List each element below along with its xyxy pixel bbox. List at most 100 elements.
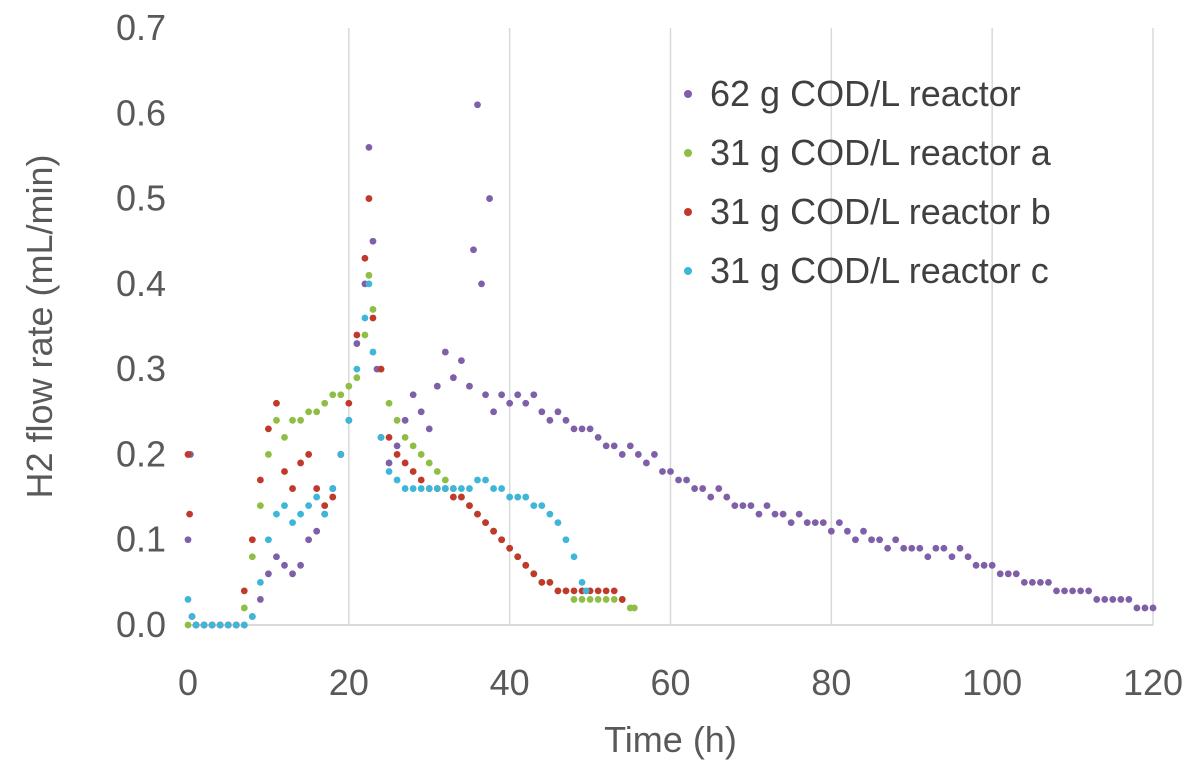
data-point <box>449 493 457 501</box>
data-point <box>755 510 763 518</box>
data-point <box>723 493 731 501</box>
data-point <box>361 314 369 322</box>
data-point <box>281 433 288 441</box>
data-point <box>369 237 377 245</box>
data-point <box>248 536 256 544</box>
data-point <box>458 485 465 492</box>
data-point <box>466 502 473 509</box>
data-point <box>409 485 417 492</box>
data-point <box>932 544 940 552</box>
data-point <box>490 485 497 492</box>
data-point <box>860 527 867 535</box>
data-point <box>602 596 610 603</box>
data-point <box>433 485 441 492</box>
data-point <box>667 468 674 475</box>
data-point <box>305 408 313 416</box>
data-point <box>506 493 514 501</box>
data-point <box>522 561 530 569</box>
data-point <box>200 621 208 629</box>
data-point <box>707 493 715 501</box>
data-point <box>393 476 401 484</box>
data-point <box>940 544 948 552</box>
data-point <box>803 519 811 527</box>
y-tick-label: 0.3 <box>116 348 166 389</box>
data-point <box>546 510 554 518</box>
data-point <box>265 536 272 544</box>
data-point <box>305 451 313 458</box>
data-point <box>458 357 465 365</box>
data-point <box>892 536 900 544</box>
data-point <box>578 596 586 603</box>
data-point <box>393 416 401 424</box>
data-point <box>1125 596 1133 603</box>
data-point <box>538 502 546 509</box>
legend-label: 62 g COD/L reactor <box>710 73 1021 114</box>
data-point <box>868 536 875 544</box>
data-point <box>256 476 264 484</box>
data-point <box>256 578 264 586</box>
data-point <box>642 459 650 467</box>
data-point <box>1028 578 1036 586</box>
data-point <box>297 510 304 518</box>
data-point <box>265 451 272 458</box>
data-point <box>835 519 843 527</box>
data-point <box>1117 596 1125 603</box>
data-point <box>192 621 200 629</box>
data-point <box>441 485 449 492</box>
y-tick-label: 0.1 <box>116 519 166 560</box>
data-point <box>779 510 787 518</box>
legend-marker <box>684 90 692 98</box>
data-point <box>486 195 493 202</box>
data-point <box>184 451 192 458</box>
data-point <box>1004 570 1012 578</box>
data-point <box>401 485 409 492</box>
data-point <box>289 570 296 578</box>
data-point <box>602 442 610 450</box>
x-tick-label: 100 <box>962 662 1022 703</box>
data-point <box>988 561 996 569</box>
data-point <box>305 502 313 509</box>
x-tick-label: 80 <box>811 662 851 703</box>
data-point <box>795 510 803 518</box>
data-point <box>610 587 618 595</box>
data-point <box>498 391 506 399</box>
data-point <box>562 536 570 544</box>
data-point <box>425 425 433 433</box>
data-point <box>466 382 473 390</box>
data-point <box>900 544 908 552</box>
data-point <box>329 493 337 501</box>
legend-marker <box>684 149 692 157</box>
data-point <box>747 502 755 509</box>
data-point <box>337 391 345 399</box>
data-point <box>522 493 530 501</box>
data-point <box>353 340 361 347</box>
data-point <box>1093 596 1101 603</box>
data-point <box>240 587 248 595</box>
legend-label: 31 g COD/L reactor c <box>710 250 1049 291</box>
data-point <box>365 144 373 151</box>
data-point <box>634 451 642 458</box>
data-point <box>216 621 224 629</box>
series-points-4 <box>184 280 590 629</box>
data-point <box>506 544 514 552</box>
data-point <box>417 485 425 492</box>
data-point <box>514 493 522 501</box>
data-point <box>964 553 972 561</box>
data-point <box>474 510 481 518</box>
data-point <box>313 485 321 492</box>
data-point <box>578 578 586 586</box>
data-point <box>184 596 192 603</box>
axes: 0 20 40 60 80 100 120 0.0 0.1 0.2 0.3 0.4 0.5 0.6 0.7 <box>116 7 1183 703</box>
data-point <box>582 587 590 595</box>
series-points-2 <box>184 271 638 629</box>
data-point <box>554 519 562 527</box>
data-point <box>289 485 296 492</box>
legend-marker <box>684 267 692 275</box>
data-point <box>787 519 795 527</box>
data-point <box>811 519 819 527</box>
data-point <box>763 502 771 509</box>
data-point <box>1045 578 1052 586</box>
data-point <box>586 596 594 603</box>
data-point <box>345 399 353 407</box>
data-point <box>562 416 570 424</box>
